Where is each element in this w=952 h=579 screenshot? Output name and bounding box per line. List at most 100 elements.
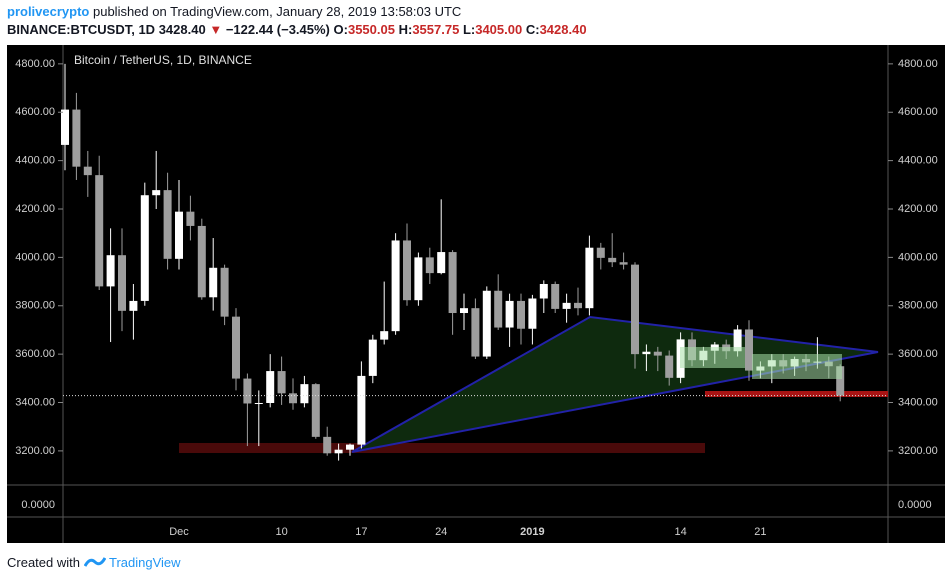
y-tick-label: 3800.00: [898, 300, 938, 312]
y-tick-label: 3400.00: [15, 396, 55, 408]
y-tick-label: 3800.00: [15, 300, 55, 312]
candle-body: [596, 247, 605, 258]
candle-body: [539, 283, 548, 299]
header-line-1: prolivecrypto published on TradingView.c…: [7, 4, 461, 19]
candle-body: [368, 339, 377, 376]
y-tick-label: 4800.00: [898, 58, 938, 70]
candle-body: [665, 355, 674, 378]
x-tick-label: Dec: [169, 526, 189, 538]
support-line: [705, 391, 888, 397]
candle-body: [323, 436, 332, 454]
candle-body: [585, 247, 594, 309]
candle-body: [175, 211, 183, 259]
x-tick-label: 21: [754, 526, 766, 538]
candle-body: [380, 331, 389, 340]
candle-body: [83, 166, 92, 176]
candle-body: [95, 175, 104, 287]
candle-body: [106, 255, 115, 287]
chart-title: Bitcoin / TetherUS, 1D, BINANCE: [74, 53, 252, 67]
x-tick-label: 2019: [520, 526, 544, 538]
x-tick-label: 17: [355, 526, 367, 538]
candle-body: [460, 308, 468, 314]
footer: Created with TradingView: [7, 553, 181, 570]
y-tick-label: 4200.00: [898, 203, 938, 215]
header-line-2: BINANCE:BTCUSDT, 1D 3428.40 ▼ −122.44 (−…: [7, 22, 587, 37]
candle-body: [528, 298, 537, 329]
candle-body: [163, 190, 172, 259]
candle-body: [243, 378, 252, 404]
y-tick-label: 4000.00: [898, 251, 938, 263]
symbol: BINANCE:BTCUSDT, 1D: [7, 22, 156, 37]
arrow: ▼: [209, 22, 223, 37]
candle-body: [619, 262, 628, 265]
range-box: [752, 354, 842, 379]
candle-body: [836, 366, 845, 396]
candle-body: [733, 329, 742, 352]
candle-body: [631, 264, 639, 355]
brand[interactable]: TradingView: [109, 555, 181, 570]
candle-body: [152, 190, 161, 196]
candle-body: [562, 302, 571, 309]
author[interactable]: prolivecrypto: [7, 4, 90, 19]
support-zone: [179, 443, 705, 453]
x-tick-label: 24: [435, 526, 447, 538]
c-value: 3428.40: [539, 22, 587, 37]
y-tick-label: 3600.00: [898, 348, 938, 360]
y-tick-label: 3600.00: [15, 348, 55, 360]
candle-body: [232, 316, 240, 379]
candle-body: [311, 384, 320, 437]
h-label: H:: [398, 22, 413, 37]
candle-body: [403, 240, 411, 301]
x-tick-label: 10: [275, 526, 287, 538]
candle-body: [254, 402, 263, 404]
candle-body: [72, 109, 81, 167]
c-label: C:: [525, 22, 540, 37]
candle-body: [437, 252, 446, 274]
x-tick-label: 14: [674, 526, 686, 538]
candle-body: [357, 375, 366, 445]
y-tick-label: 4400.00: [15, 155, 55, 167]
candle-body: [608, 257, 617, 263]
candle-body: [334, 449, 343, 454]
candle-body: [574, 302, 582, 309]
y-tick-label: 4200.00: [15, 203, 55, 215]
candle-body: [289, 393, 297, 404]
y-tick-label: 3200.00: [15, 445, 55, 457]
candle-body: [61, 109, 69, 145]
candle-body: [482, 290, 491, 357]
o-value: 3550.05: [347, 22, 395, 37]
change: −122.44 (−3.45%): [225, 22, 330, 37]
y-tick-label: 4600.00: [15, 106, 55, 118]
candle-body: [266, 371, 275, 403]
candle-body: [517, 300, 525, 329]
last-price: 3428.40: [158, 22, 206, 37]
candle-body: [197, 225, 206, 298]
candle-body: [346, 444, 354, 450]
brand-logo: [83, 557, 106, 567]
candle-body: [653, 351, 662, 356]
candle-body: [277, 371, 286, 394]
y-tick-label: 3400.00: [898, 396, 938, 408]
candle-body: [551, 283, 560, 309]
candle-body: [186, 211, 195, 226]
o-label: O:: [333, 22, 348, 37]
l-value: 3405.00: [475, 22, 523, 37]
candle-body: [642, 351, 651, 355]
range-box: [680, 347, 745, 368]
y-tick-label: 4400.00: [898, 155, 938, 167]
volume-axis-label: 0.0000: [898, 499, 932, 511]
candle-body: [220, 267, 229, 317]
candle-body: [118, 255, 126, 311]
candle-body: [494, 290, 503, 328]
y-tick-label: 4000.00: [15, 251, 55, 263]
l-label: L:: [462, 22, 476, 37]
candle-body: [129, 300, 138, 311]
candle-body: [448, 252, 457, 314]
y-tick-label: 4600.00: [898, 106, 938, 118]
candle-body: [140, 195, 149, 301]
candle-body: [209, 267, 218, 298]
candle-body: [471, 308, 480, 357]
volume-axis-label: 0.0000: [21, 499, 55, 511]
